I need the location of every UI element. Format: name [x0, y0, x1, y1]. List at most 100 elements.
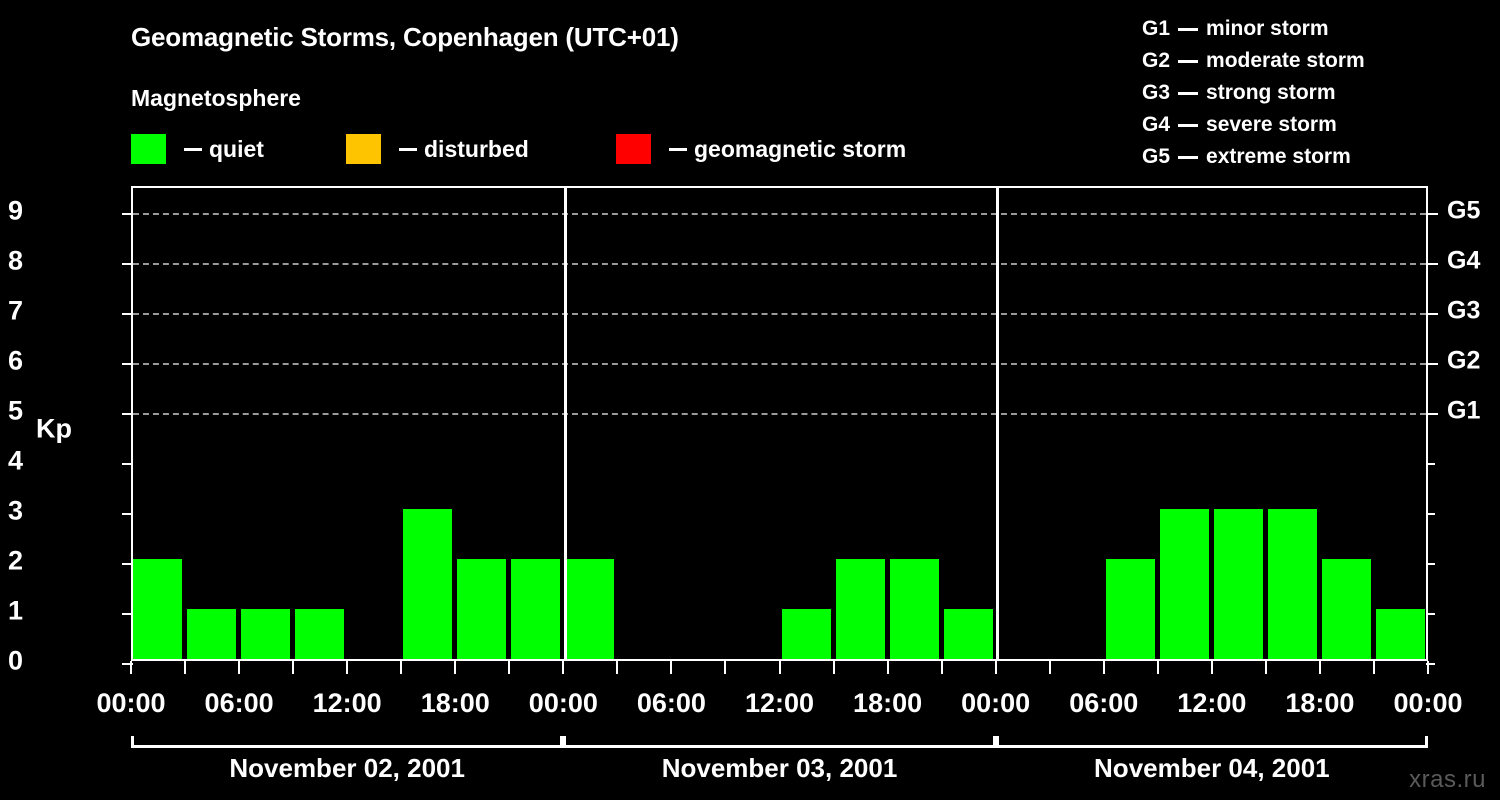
y-axis-tick-mark — [122, 413, 133, 415]
g-scale-label: severe storm — [1206, 113, 1337, 136]
g-scale-row-g5: G5 extreme storm — [1142, 141, 1472, 173]
x-axis-tick-label: 18:00 — [420, 688, 490, 718]
gridline-kp-8 — [133, 263, 1426, 265]
x-axis-tick-mark — [238, 661, 241, 674]
right-axis-tick-mark — [1426, 513, 1435, 515]
y-axis-tick-label: 1 — [7, 595, 23, 626]
x-axis-tick-mark — [130, 661, 132, 674]
g-axis-tick-mark — [1426, 263, 1438, 265]
x-axis-tick-mark — [1372, 661, 1375, 674]
y-axis-tick-label: 2 — [7, 545, 23, 576]
x-axis-tick-label: 12:00 — [744, 688, 815, 718]
x-axis-tick-mark — [778, 661, 781, 674]
x-axis-tick-mark — [400, 661, 403, 674]
g-scale-code: G5 — [1142, 145, 1171, 168]
x-axis-tick-label: 00:00 — [528, 688, 598, 718]
g-axis-tick-label: G1 — [1447, 396, 1481, 425]
gridline-kp-6 — [133, 363, 1426, 365]
y-axis-tick-label: 9 — [7, 195, 23, 226]
page-title: Geomagnetic Storms, Copenhagen (UTC+01) — [131, 22, 679, 52]
legend-dash — [399, 147, 417, 151]
bar-kp — [565, 559, 615, 659]
x-axis-tick-mark — [346, 661, 349, 674]
chart-plot-area — [122, 186, 1438, 665]
g-scale-row-g3: G3 strong storm — [1142, 77, 1472, 109]
red-square-icon — [616, 134, 651, 164]
y-axis-tick-mark — [122, 563, 133, 565]
g-axis-tick-label: G3 — [1447, 296, 1481, 325]
bar-kp — [943, 609, 993, 659]
g-axis-tick-mark — [1426, 313, 1438, 315]
x-axis-tick-label: 00:00 — [1393, 688, 1463, 718]
x-axis-tick-mark — [1318, 661, 1321, 674]
x-axis-tick-mark — [832, 661, 835, 674]
bar-kp — [1213, 509, 1263, 659]
day-label: November 04, 2001 — [1094, 753, 1330, 783]
g-scale-code: G2 — [1142, 49, 1171, 72]
y-axis-tick-label: 5 — [7, 395, 23, 426]
green-square-icon — [131, 134, 166, 164]
g-axis-tick-mark — [1426, 213, 1438, 215]
bar-kp — [1321, 559, 1371, 659]
legend-label: disturbed — [424, 135, 529, 162]
bar-kp — [781, 609, 831, 659]
x-axis-tick-mark — [616, 661, 619, 674]
series-title: Magnetosphere — [131, 85, 301, 111]
x-axis-tick-mark — [1264, 661, 1267, 674]
y-axis-tick-mark — [122, 663, 133, 665]
x-axis-tick-label: 00:00 — [961, 688, 1031, 718]
x-axis-tick-mark — [292, 661, 295, 674]
bar-kp — [511, 559, 561, 659]
x-axis-tick-mark — [1102, 661, 1105, 674]
bar-kp — [295, 609, 345, 659]
g-scale-label: moderate storm — [1206, 49, 1365, 72]
gridline-kp-7 — [133, 313, 1426, 315]
bar-kp — [457, 559, 507, 659]
g-axis-tick-mark — [1426, 363, 1438, 365]
bar-kp — [133, 559, 183, 659]
day-label: November 02, 2001 — [229, 753, 465, 783]
y-axis-tick-mark — [122, 313, 133, 315]
g-scale-dash — [1178, 27, 1199, 31]
day-band — [563, 736, 996, 748]
bar-kp — [1105, 559, 1155, 659]
g-scale-label: minor storm — [1206, 17, 1329, 40]
y-axis-tick-label: 6 — [7, 345, 23, 376]
legend-label: geomagnetic storm — [694, 135, 907, 162]
g-scale-row-g2: G2 moderate storm — [1142, 45, 1472, 77]
x-axis-tick-mark — [940, 661, 943, 674]
g-scale-dash — [1178, 123, 1199, 127]
x-axis-tick-mark — [670, 661, 673, 674]
x-axis-tick-label: 12:00 — [312, 688, 382, 718]
bar-kp — [187, 609, 237, 659]
day-band — [131, 736, 564, 748]
watermark: xras.ru — [1409, 766, 1486, 793]
x-axis-tick-label: 12:00 — [1177, 688, 1247, 718]
x-axis-tick-mark — [184, 661, 187, 674]
x-axis-tick-mark — [508, 661, 511, 674]
g-axis-tick-label: G2 — [1447, 346, 1481, 375]
legend-label: quiet — [209, 135, 264, 162]
y-axis-tick-mark — [122, 513, 133, 515]
x-axis-tick-mark — [1048, 661, 1051, 674]
day-separator — [563, 188, 567, 659]
g-scale-code: G4 — [1142, 113, 1171, 136]
g-scale-dash — [1178, 59, 1199, 63]
x-axis-tick-label: 06:00 — [204, 688, 274, 718]
bar-kp — [835, 559, 885, 659]
legend-dash — [669, 147, 687, 151]
right-axis-tick-mark — [1426, 563, 1435, 565]
bar-kp — [1159, 509, 1209, 659]
g-scale-legend: G1 minor storm G2 moderate storm G3 strong st… — [1142, 13, 1472, 173]
x-axis-tick-label: 18:00 — [1285, 688, 1355, 718]
bar-kp — [1267, 509, 1317, 659]
bar-kp — [403, 509, 453, 659]
legend-dash — [184, 147, 202, 151]
x-axis-tick-mark — [886, 661, 889, 674]
g-axis-tick-label: G4 — [1447, 246, 1481, 275]
bar-kp — [889, 559, 939, 659]
gridline-kp-5 — [133, 413, 1426, 415]
g-axis-tick-mark — [1426, 413, 1438, 415]
gridline-kp-9 — [133, 213, 1426, 215]
plot-inner — [122, 188, 1438, 665]
